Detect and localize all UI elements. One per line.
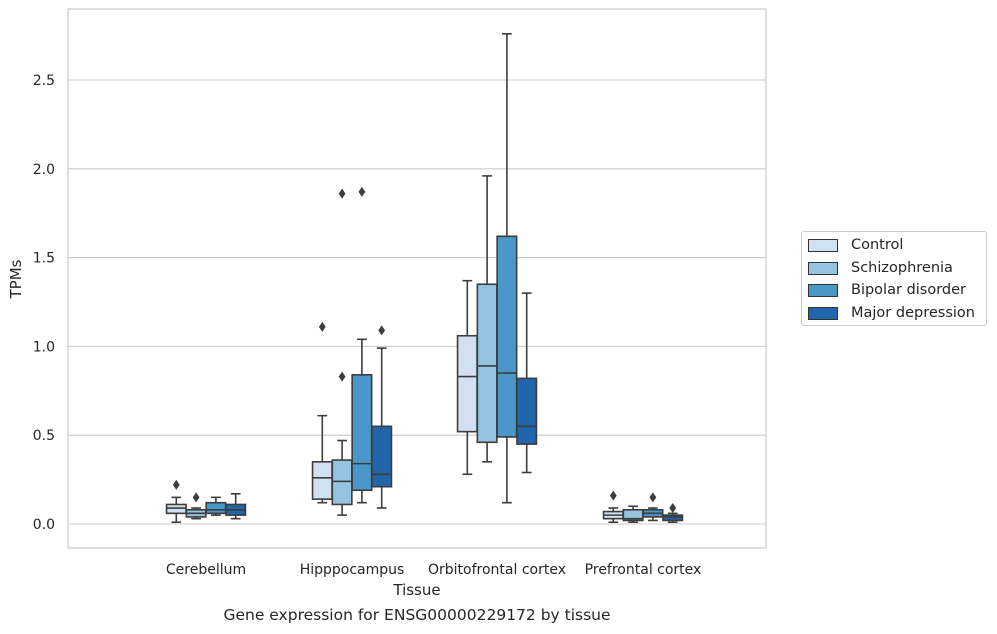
box-iqr <box>371 425 393 488</box>
legend-swatch-major-depression <box>808 306 838 320</box>
x-tick-label: Prefrontal cortex <box>585 562 702 578</box>
legend-label: Control <box>851 237 904 253</box>
box-major-depression <box>662 503 684 524</box>
outlier-point <box>192 492 200 503</box>
x-tick-labels: Cerebellum Hipppocampus Orbitofrontal cort… <box>166 562 701 578</box>
box-iqr <box>311 461 333 500</box>
outlier-point <box>338 371 346 382</box>
box-iqr <box>205 501 227 515</box>
x-tick-label: Hipppocampus <box>300 562 405 578</box>
box-layer <box>165 33 684 524</box>
y-tick-label: 2.5 <box>33 73 55 89</box>
outlier-point <box>669 503 677 514</box>
y-tick-label: 0.0 <box>33 517 55 533</box>
outlier-point <box>358 186 366 197</box>
legend-label: Bipolar disorder <box>851 282 966 298</box>
chart-caption: Gene expression for ENSG00000229172 by t… <box>223 606 611 624</box>
legend-label: Schizophrenia <box>851 260 953 276</box>
box-control <box>165 479 187 524</box>
box-control <box>456 279 478 476</box>
box-schizophrenia <box>622 505 644 524</box>
box-iqr <box>516 377 538 445</box>
outlier-point <box>318 321 326 332</box>
y-tick-label: 1.0 <box>33 339 55 355</box>
outlier-point <box>649 492 657 503</box>
outlier-point <box>609 490 617 501</box>
box-iqr <box>165 503 187 515</box>
box-major-depression <box>371 325 393 509</box>
legend: Control Schizophrenia Bipolar disorder M… <box>801 231 987 326</box>
y-tick-label: 0.5 <box>33 428 55 444</box>
legend-swatch-bipolar-disorder <box>808 283 838 297</box>
box-iqr <box>496 235 518 438</box>
legend-label: Major depression <box>851 305 975 321</box>
x-tick-label: Orbitofrontal cortex <box>428 562 566 578</box>
legend-item-major-depression: Major depression <box>808 303 975 323</box>
box-bipolar-disorder <box>351 186 373 504</box>
outlier-point <box>172 479 180 490</box>
box-control <box>311 321 333 504</box>
gridlines <box>68 79 766 525</box>
plot-frame <box>67 8 767 549</box>
x-tick-label: Cerebellum <box>166 562 246 578</box>
legend-item-schizophrenia: Schizophrenia <box>808 258 953 278</box>
box-major-depression <box>225 493 247 520</box>
box-control <box>602 490 624 524</box>
legend-swatch-control <box>808 238 838 252</box>
box-schizophrenia <box>185 492 207 520</box>
outlier-point <box>378 325 386 336</box>
legend-item-control: Control <box>808 235 903 255</box>
y-tick-labels: 0.0 0.5 1.0 1.5 2.0 2.5 <box>33 73 55 533</box>
box-iqr <box>456 334 478 433</box>
box-iqr <box>662 514 684 522</box>
outlier-point <box>338 188 346 199</box>
box-bipolar-disorder <box>642 492 664 522</box>
legend-item-bipolar-disorder: Bipolar disorder <box>808 280 966 300</box>
box-bipolar-disorder <box>496 33 518 504</box>
box-iqr <box>351 374 373 492</box>
box-schizophrenia <box>331 188 353 516</box>
box-iqr <box>476 283 498 444</box>
box-schizophrenia <box>476 175 498 463</box>
box-bipolar-disorder <box>205 496 227 516</box>
y-tick-label: 2.0 <box>33 162 55 178</box>
x-axis-label: Tissue <box>392 581 440 599</box>
y-axis-label: TPMs <box>7 259 25 299</box>
y-tick-label: 1.5 <box>33 251 55 267</box>
legend-swatch-schizophrenia <box>808 261 838 275</box>
box-major-depression <box>516 292 538 474</box>
box-iqr <box>331 459 353 506</box>
